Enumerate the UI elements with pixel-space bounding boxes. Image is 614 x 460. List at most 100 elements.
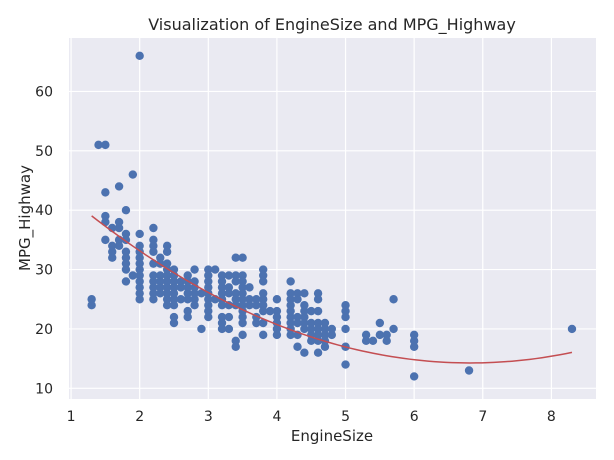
data-point (231, 277, 240, 286)
data-point (135, 265, 144, 274)
data-point (307, 324, 316, 334)
data-point (231, 253, 240, 262)
data-point (121, 229, 131, 239)
y-tick-label: 10 (35, 381, 53, 397)
data-point (121, 247, 131, 256)
data-point (156, 271, 165, 280)
data-point (307, 306, 316, 316)
data-point (183, 289, 192, 298)
data-point (382, 336, 391, 346)
data-point (204, 277, 213, 286)
data-point (231, 271, 240, 280)
data-point (217, 318, 227, 328)
data-point (169, 312, 179, 322)
data-point (204, 312, 213, 322)
data-point (121, 265, 131, 274)
data-point (176, 295, 186, 304)
data-point (341, 312, 350, 322)
data-point (300, 300, 309, 310)
data-point (258, 300, 268, 310)
data-point (252, 318, 261, 328)
data-point (238, 318, 247, 328)
data-point (176, 277, 186, 286)
data-point (197, 289, 206, 298)
data-point (238, 312, 247, 322)
data-point (190, 265, 199, 274)
data-point (135, 51, 144, 61)
data-point (162, 300, 172, 310)
data-point (265, 306, 275, 316)
data-point (361, 330, 371, 340)
data-point (409, 336, 419, 346)
data-point (135, 271, 144, 280)
data-point (258, 289, 268, 298)
data-point (313, 324, 323, 334)
plot-area (69, 38, 596, 399)
y-tick-label: 20 (35, 322, 53, 338)
data-point (135, 295, 144, 304)
data-point (121, 277, 131, 286)
data-point (101, 188, 110, 197)
data-point (149, 241, 158, 251)
data-point (162, 241, 172, 251)
data-point (258, 277, 268, 286)
data-point (272, 330, 282, 340)
data-point (327, 330, 337, 340)
data-point (409, 330, 419, 340)
data-point (341, 300, 350, 310)
data-point (197, 324, 206, 334)
data-point (183, 295, 192, 304)
data-point (217, 300, 227, 310)
data-point (108, 253, 117, 262)
data-point (149, 235, 158, 245)
data-point (204, 295, 213, 304)
y-tick-label: 30 (35, 263, 53, 279)
x-axis-label: EngineSize (291, 427, 373, 445)
data-point (149, 295, 158, 304)
data-point (135, 277, 144, 286)
data-point (238, 289, 247, 298)
data-point (286, 277, 295, 286)
data-point (162, 247, 172, 256)
y-tick-label: 60 (35, 84, 53, 100)
data-point (190, 295, 199, 304)
data-point (375, 318, 385, 328)
data-point (190, 300, 199, 310)
data-point (217, 271, 227, 280)
data-point (204, 265, 213, 274)
data-point (293, 318, 302, 328)
data-point (341, 306, 350, 316)
data-point (313, 295, 323, 304)
data-point (238, 283, 247, 292)
data-point (286, 318, 295, 328)
data-point (121, 259, 131, 268)
x-tick-label: 4 (272, 409, 281, 425)
data-point (300, 348, 309, 357)
data-point (313, 306, 323, 316)
data-point (231, 342, 240, 351)
data-point (272, 306, 282, 316)
data-point (258, 265, 268, 274)
x-axis-ticks: 1 2 3 4 5 6 7 8 (67, 409, 556, 425)
regression-curve (91, 215, 573, 364)
x-tick-label: 3 (204, 409, 213, 425)
data-point (162, 271, 172, 280)
data-point (245, 300, 254, 310)
data-point (169, 295, 179, 304)
data-point (258, 271, 268, 280)
data-point (135, 229, 144, 239)
data-point (176, 283, 186, 292)
data-point (258, 318, 268, 328)
data-point (149, 277, 158, 286)
data-point (293, 295, 302, 304)
data-point (238, 300, 247, 310)
data-point (389, 295, 398, 304)
data-point (341, 324, 350, 334)
data-point (341, 360, 350, 369)
data-point (320, 324, 330, 334)
data-point (320, 342, 330, 351)
data-point (238, 271, 247, 280)
data-point (231, 289, 240, 298)
data-point (169, 289, 179, 298)
data-point (238, 295, 247, 304)
